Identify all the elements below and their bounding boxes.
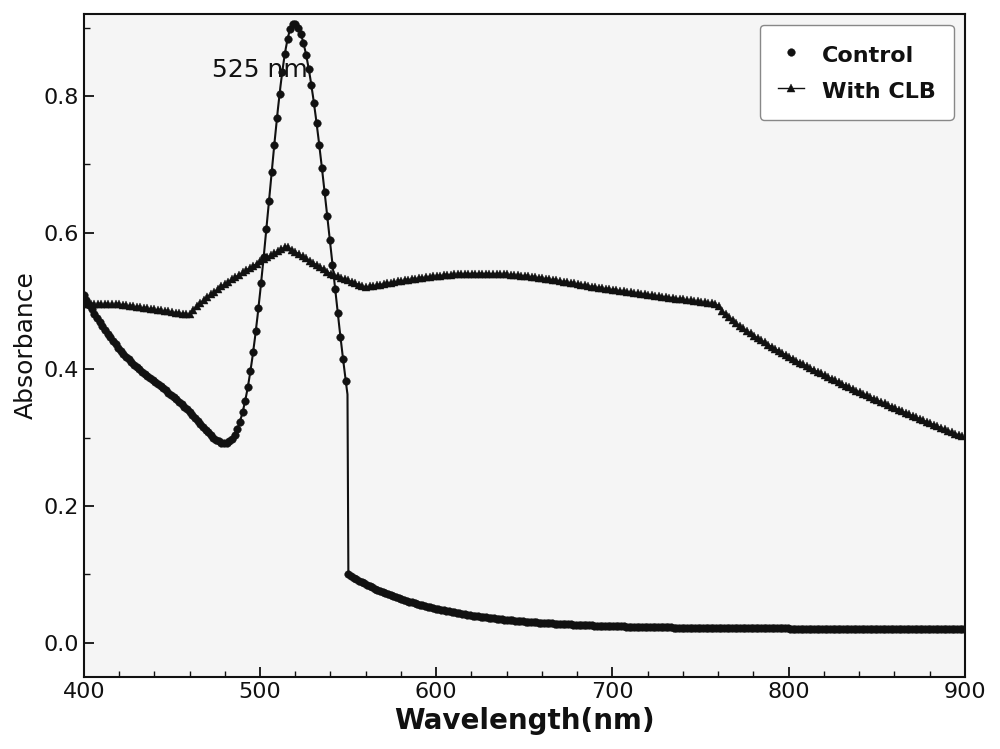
Control — [652, 622, 664, 631]
With CLB — [924, 419, 936, 428]
Line: Control: Control — [80, 20, 969, 633]
With CLB — [78, 300, 90, 309]
Y-axis label: Absorbance: Absorbance — [14, 271, 38, 419]
With CLB — [222, 277, 234, 286]
Legend: Control, With CLB: Control, With CLB — [760, 25, 954, 120]
Control — [959, 625, 971, 634]
Control — [260, 225, 272, 234]
With CLB — [956, 432, 968, 441]
With CLB — [445, 270, 457, 279]
Control — [570, 620, 582, 629]
Control — [416, 601, 428, 610]
Control — [599, 622, 611, 631]
Control — [289, 19, 301, 28]
Control — [78, 291, 90, 300]
With CLB — [279, 243, 291, 252]
X-axis label: Wavelength(nm): Wavelength(nm) — [394, 707, 655, 735]
Text: 525 nm: 525 nm — [212, 58, 308, 82]
With CLB — [434, 271, 446, 280]
With CLB — [688, 297, 700, 306]
Control — [834, 624, 846, 633]
Line: With CLB: With CLB — [80, 243, 966, 440]
With CLB — [589, 283, 601, 292]
